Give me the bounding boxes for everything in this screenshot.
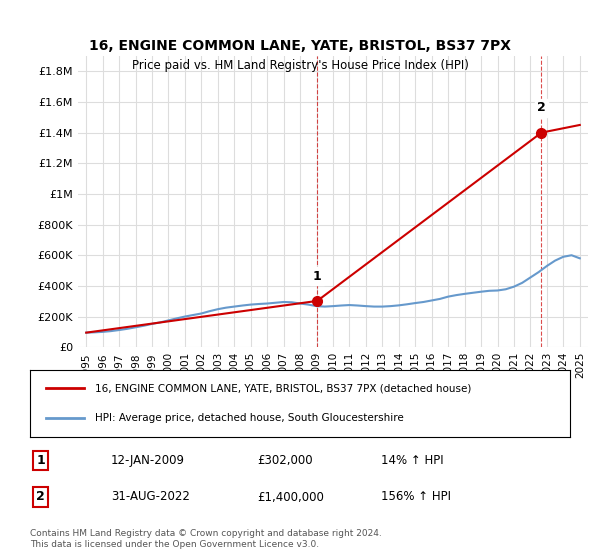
Text: 16, ENGINE COMMON LANE, YATE, BRISTOL, BS37 7PX (detached house): 16, ENGINE COMMON LANE, YATE, BRISTOL, B… [95, 384, 471, 394]
Text: 14% ↑ HPI: 14% ↑ HPI [381, 454, 443, 467]
Text: 2: 2 [537, 101, 546, 114]
Text: 12-JAN-2009: 12-JAN-2009 [111, 454, 185, 467]
Text: 31-AUG-2022: 31-AUG-2022 [111, 491, 190, 503]
Text: £302,000: £302,000 [257, 454, 313, 467]
Text: 16, ENGINE COMMON LANE, YATE, BRISTOL, BS37 7PX: 16, ENGINE COMMON LANE, YATE, BRISTOL, B… [89, 39, 511, 53]
Text: Contains HM Land Registry data © Crown copyright and database right 2024.
This d: Contains HM Land Registry data © Crown c… [30, 529, 382, 549]
Text: Price paid vs. HM Land Registry's House Price Index (HPI): Price paid vs. HM Land Registry's House … [131, 59, 469, 72]
Text: 1: 1 [313, 269, 322, 283]
Text: £1,400,000: £1,400,000 [257, 491, 323, 503]
Text: 156% ↑ HPI: 156% ↑ HPI [381, 491, 451, 503]
Text: 2: 2 [37, 491, 45, 503]
Text: HPI: Average price, detached house, South Gloucestershire: HPI: Average price, detached house, Sout… [95, 413, 404, 423]
Text: 1: 1 [37, 454, 45, 467]
